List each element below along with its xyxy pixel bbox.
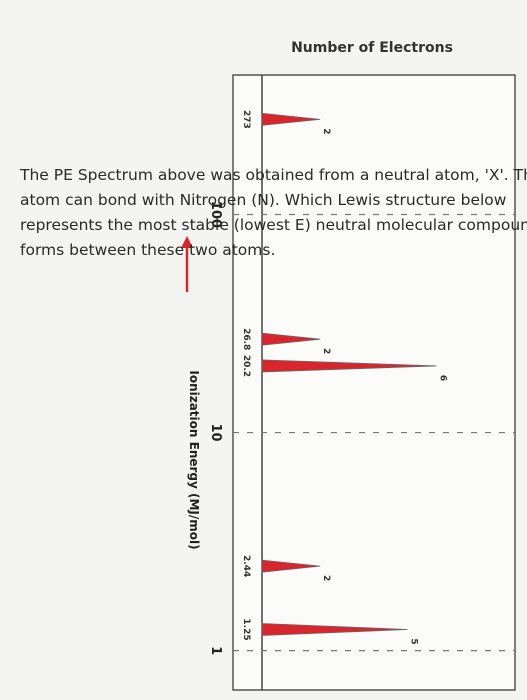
peak: [261, 559, 321, 573]
energy-label: 2.44: [241, 555, 251, 577]
peak: [261, 359, 437, 373]
question-line: represents the most stable (lowest E) ne…: [20, 216, 527, 234]
count-label: 2: [321, 128, 331, 134]
x-tick-label: 1: [208, 646, 223, 655]
question-line: atom can bond with Nitrogen (N). Which L…: [20, 191, 507, 209]
arrow-head: [181, 236, 193, 248]
question-line: The PE Spectrum above was obtained from …: [19, 166, 527, 184]
x-tick-label: 10: [208, 424, 223, 442]
count-label: 5: [408, 638, 418, 644]
energy-label: 26.8: [241, 328, 251, 350]
count-label: 2: [321, 575, 331, 581]
x-tick-label: 100: [208, 201, 223, 228]
x-axis-label: Ionization Energy (MJ/mol): [187, 370, 201, 549]
peak: [261, 332, 321, 346]
question-line: forms between these two atoms.: [20, 241, 275, 259]
plot-frame: [232, 74, 516, 691]
energy-label: 273: [241, 110, 251, 129]
peak: [261, 623, 408, 636]
energy-label: 1.25: [241, 618, 251, 640]
count-label: 2: [321, 348, 331, 354]
energy-label: 20.2: [241, 355, 251, 377]
peak: [261, 112, 321, 126]
chart-title: Number of Electrons: [291, 40, 453, 56]
count-label: 6: [437, 375, 447, 381]
